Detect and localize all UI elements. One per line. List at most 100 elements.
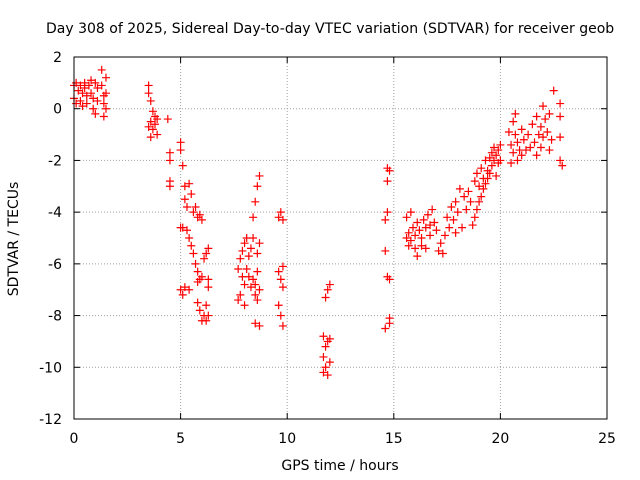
data-point [556, 99, 565, 108]
data-point [319, 352, 328, 361]
x-axis-label: GPS time / hours [281, 458, 398, 474]
data-point [255, 321, 264, 330]
data-point [462, 205, 471, 214]
data-point [464, 187, 473, 196]
data-point [165, 148, 174, 157]
data-point [165, 156, 174, 165]
data-point [246, 283, 255, 292]
data-point [276, 311, 285, 320]
data-point [274, 213, 283, 222]
data-point [274, 301, 283, 310]
data-point [72, 78, 81, 87]
data-point [253, 249, 262, 258]
data-point [385, 166, 394, 175]
data-point [496, 156, 505, 165]
data-point [547, 135, 556, 144]
data-point [402, 213, 411, 222]
data-point [87, 89, 96, 98]
data-point [89, 94, 98, 103]
data-point [91, 109, 100, 118]
data-point [191, 259, 200, 268]
data-point [204, 311, 213, 320]
data-point [436, 239, 445, 248]
data-point [451, 197, 460, 206]
data-point [447, 202, 456, 211]
data-point [453, 208, 462, 217]
data-point [483, 174, 492, 183]
data-point [411, 231, 420, 240]
data-point [507, 159, 516, 168]
data-point [468, 221, 477, 230]
data-point [251, 290, 260, 299]
data-point [93, 96, 102, 105]
data-point [421, 244, 430, 253]
data-point [530, 138, 539, 147]
data-point [383, 208, 392, 217]
data-point [249, 234, 258, 242]
data-point [455, 184, 464, 193]
data-point [204, 275, 213, 284]
data-point [99, 99, 108, 108]
data-point [440, 231, 449, 240]
data-point [151, 120, 160, 129]
data-point [545, 109, 554, 118]
data-point [238, 246, 247, 255]
data-point [432, 226, 441, 235]
data-point [434, 246, 443, 255]
data-point [460, 192, 469, 201]
data-point [536, 122, 545, 131]
data-point [513, 156, 522, 165]
data-point [99, 112, 108, 121]
data-point [101, 89, 110, 98]
data-point [246, 244, 255, 253]
data-point [534, 130, 543, 139]
data-point [189, 208, 198, 217]
data-point [419, 215, 428, 224]
data-point [178, 290, 187, 299]
data-point [449, 215, 458, 224]
data-point [101, 104, 110, 113]
data-point [521, 146, 530, 155]
data-point [249, 275, 258, 284]
data-point [511, 109, 520, 118]
data-point [193, 298, 202, 307]
data-point [274, 267, 283, 276]
data-point [278, 215, 287, 224]
data-point [234, 265, 243, 274]
data-point [101, 73, 110, 82]
data-point [408, 223, 417, 232]
data-point [197, 272, 206, 281]
data-point [202, 249, 211, 258]
data-point [144, 122, 153, 131]
data-point [411, 244, 420, 253]
data-point [93, 84, 102, 93]
data-point [185, 285, 194, 294]
data-point [195, 306, 204, 315]
data-point [556, 156, 565, 165]
data-point [253, 182, 262, 191]
data-point [202, 316, 211, 325]
data-point [556, 133, 565, 142]
data-point [197, 215, 206, 224]
data-point [255, 239, 264, 248]
data-point [485, 169, 494, 178]
data-point [458, 223, 467, 232]
data-point [406, 236, 415, 245]
data-point [182, 202, 191, 211]
data-point [178, 161, 187, 170]
data-point [381, 324, 390, 333]
y-axis-label: SDTVAR / TECUs [6, 182, 22, 297]
data-point [244, 252, 253, 261]
data-point [195, 210, 204, 219]
data-point [78, 102, 87, 111]
data-point [536, 143, 545, 152]
data-point [278, 321, 287, 330]
y-tick-label: -10 [39, 360, 62, 376]
data-point [325, 334, 334, 343]
data-point [244, 272, 253, 281]
data-point [153, 130, 162, 139]
data-point [165, 182, 174, 191]
data-point [82, 91, 91, 100]
